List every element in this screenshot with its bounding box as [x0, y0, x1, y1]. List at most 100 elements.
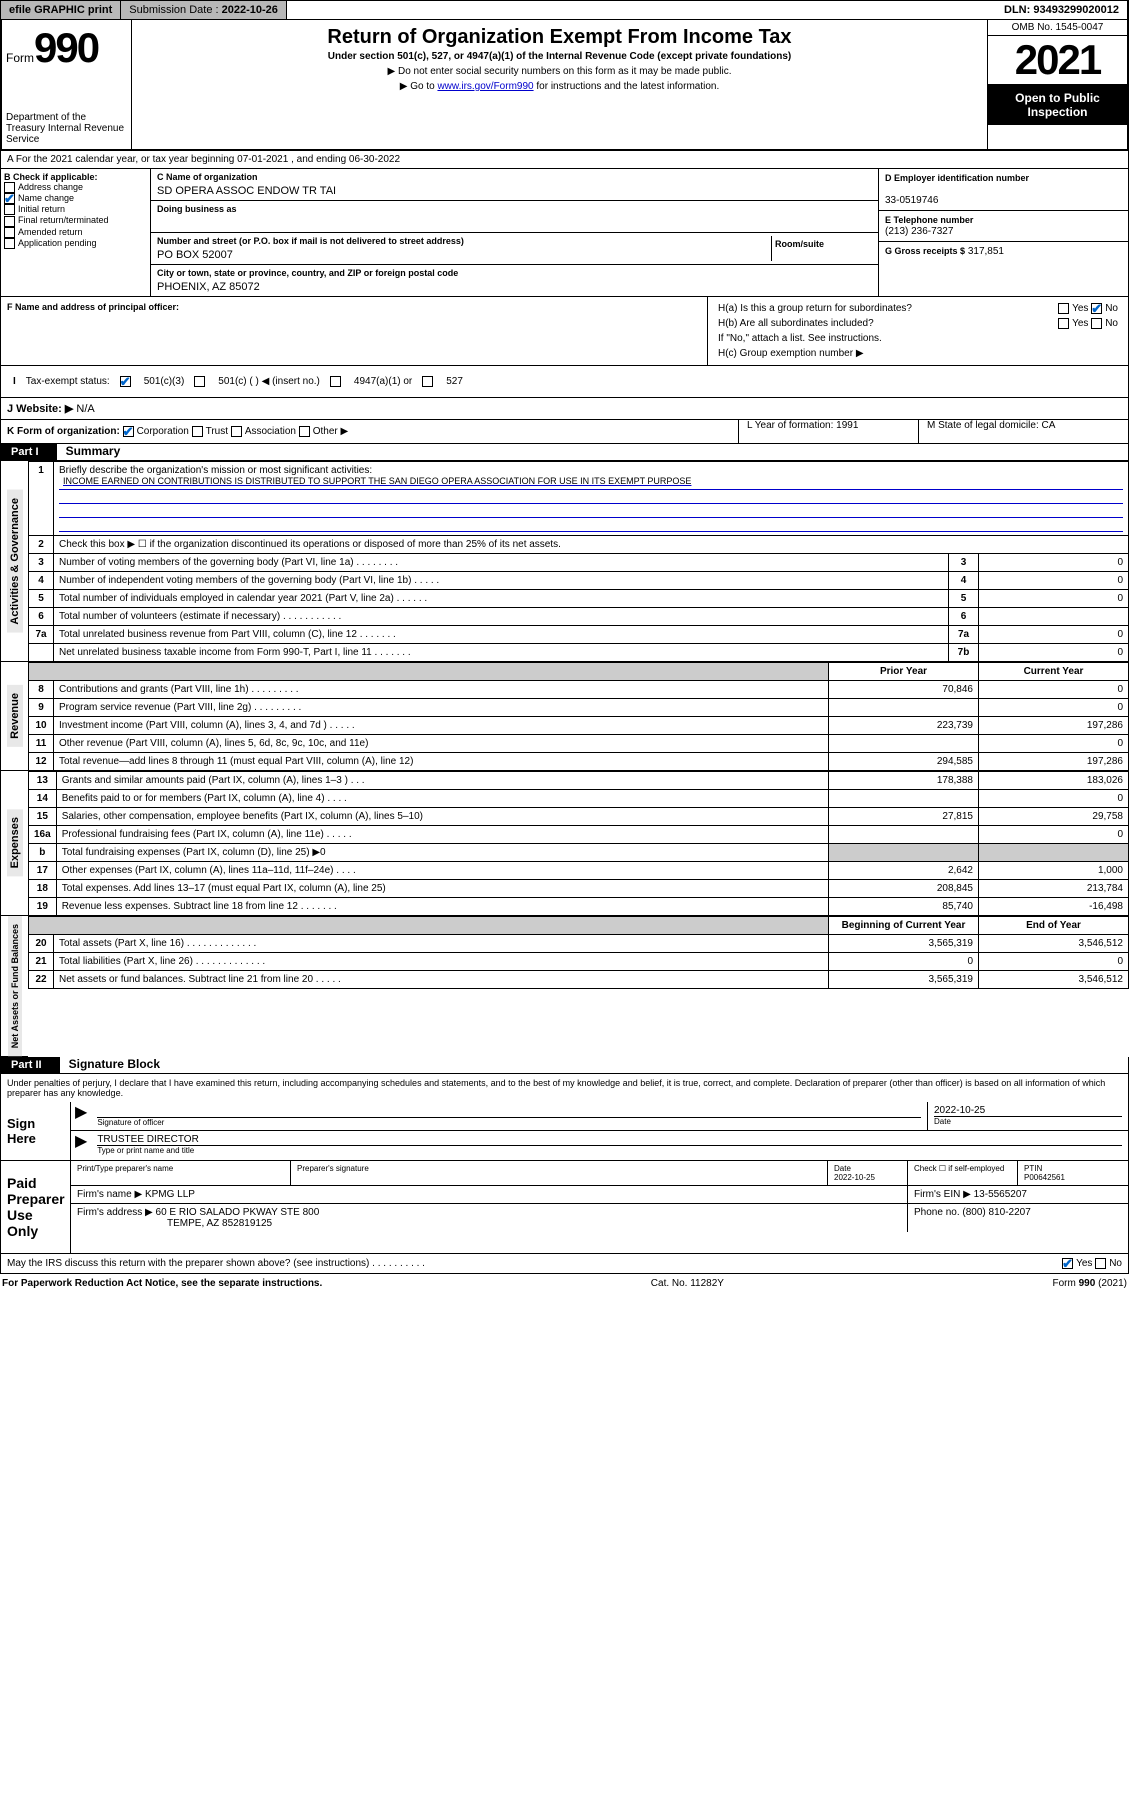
chk-hb-yes[interactable] — [1058, 318, 1069, 329]
pt-name-label: Print/Type preparer's name — [71, 1161, 291, 1185]
signature-block: Under penalties of perjury, I declare th… — [0, 1074, 1129, 1274]
pt-date: 2022-10-25 — [834, 1173, 875, 1182]
chk-hb-no[interactable] — [1091, 318, 1102, 329]
chk-527[interactable] — [422, 376, 433, 387]
efile-button[interactable]: efile GRAPHIC print — [1, 1, 121, 19]
row-f-h: F Name and address of principal officer:… — [0, 297, 1129, 366]
col-c: C Name of organizationSD OPERA ASSOC END… — [151, 169, 878, 296]
table-expenses: 13Grants and similar amounts paid (Part … — [28, 771, 1129, 916]
website: N/A — [76, 403, 94, 415]
firm-addr2: TEMPE, AZ 852819125 — [167, 1218, 272, 1229]
col-b: B Check if applicable: Address change Na… — [1, 169, 151, 296]
officer-title: TRUSTEE DIRECTOR — [97, 1134, 199, 1145]
dba-label: Doing business as — [157, 204, 237, 214]
phone-label: E Telephone number — [885, 215, 973, 225]
submission-date: 2022-10-26 — [222, 4, 278, 16]
chk-other[interactable] — [299, 426, 310, 437]
line-a: A For the 2021 calendar year, or tax yea… — [0, 151, 1129, 169]
irs-link[interactable]: www.irs.gov/Form990 — [437, 81, 533, 92]
chk-irs-yes[interactable] — [1062, 1258, 1073, 1269]
row-j: J Website: ▶ N/A — [0, 398, 1129, 420]
sign-here: Sign Here — [1, 1102, 71, 1160]
state-domicile: M State of legal domicile: CA — [918, 420, 1128, 443]
firm-name-label: Firm's name ▶ — [77, 1189, 142, 1200]
vlabel-rev: Revenue — [0, 662, 28, 771]
part2-title: Signature Block — [69, 1057, 160, 1071]
chk-ha-no[interactable] — [1091, 303, 1102, 314]
submission-date-label: Submission Date : 2022-10-26 — [121, 1, 287, 19]
h-c: H(c) Group exemption number ▶ — [714, 346, 1122, 361]
part2-hdr: Part II — [1, 1057, 60, 1073]
org-name: SD OPERA ASSOC ENDOW TR TAI — [157, 185, 872, 197]
row-i: I Tax-exempt status: 501(c)(3) 501(c) ( … — [0, 366, 1129, 398]
date-label: Date — [934, 1116, 1122, 1126]
footer-left: For Paperwork Reduction Act Notice, see … — [2, 1278, 322, 1289]
subtitle-3: ▶ Go to www.irs.gov/Form990 for instruct… — [138, 81, 981, 92]
paid-preparer: Paid Preparer Use Only — [1, 1161, 71, 1253]
h-b-note: If "No," attach a list. See instructions… — [714, 331, 1122, 346]
open-public: Open to Public Inspection — [988, 85, 1127, 125]
tax-year: 2021 — [988, 36, 1127, 85]
chk-amended[interactable] — [4, 227, 15, 238]
tax-exempt-label: Tax-exempt status: — [26, 376, 110, 387]
declaration: Under penalties of perjury, I declare th… — [1, 1074, 1128, 1102]
hdr-curr: Current Year — [979, 663, 1129, 681]
firm-name: KPMG LLP — [145, 1189, 195, 1200]
col-right: D Employer identification number 33-05197… — [878, 169, 1128, 296]
phone: (213) 236-7327 — [885, 226, 953, 237]
chk-ha-yes[interactable] — [1058, 303, 1069, 314]
city: PHOENIX, AZ 85072 — [157, 281, 872, 293]
table-governance: 1Briefly describe the organization's mis… — [28, 461, 1129, 662]
gross-label: G Gross receipts $ — [885, 246, 965, 256]
ein: 33-0519746 — [885, 195, 938, 206]
chk-501c3[interactable] — [120, 376, 131, 387]
chk-trust[interactable] — [192, 426, 203, 437]
chk-assoc[interactable] — [231, 426, 242, 437]
firm-addr-label: Firm's address ▶ — [77, 1207, 153, 1218]
chk-501c[interactable] — [194, 376, 205, 387]
mission: INCOME EARNED ON CONTRIBUTIONS IS DISTRI… — [59, 476, 1123, 490]
hdr-prior: Prior Year — [829, 663, 979, 681]
year-formation: L Year of formation: 1991 — [738, 420, 918, 443]
chk-corp[interactable] — [123, 426, 134, 437]
firm-ein: 13-5565207 — [974, 1189, 1027, 1200]
section-bcdeg: B Check if applicable: Address change Na… — [0, 169, 1129, 297]
pt-sig-label: Preparer's signature — [291, 1161, 828, 1185]
sig-officer-label: Signature of officer — [97, 1117, 921, 1127]
ptin-label: PTIN — [1024, 1164, 1042, 1173]
dln: DLN: 93493299020012 — [996, 1, 1128, 19]
hdr-end: End of Year — [979, 917, 1129, 935]
chk-name[interactable] — [4, 193, 15, 204]
arrow-icon: ▶ — [71, 1102, 91, 1130]
omb-number: OMB No. 1545-0047 — [988, 20, 1127, 36]
ein-label: D Employer identification number — [885, 173, 1029, 183]
subtitle-1: Under section 501(c), 527, or 4947(a)(1)… — [138, 51, 981, 62]
h-b: H(b) Are all subordinates included? — [718, 318, 874, 329]
q1: Briefly describe the organization's miss… — [59, 465, 372, 476]
city-label: City or town, state or province, country… — [157, 268, 458, 278]
i-label: I — [13, 376, 16, 387]
firm-ein-label: Firm's EIN ▶ — [914, 1189, 971, 1200]
part1-hdr: Part I — [1, 444, 57, 460]
chk-pending[interactable] — [4, 238, 15, 249]
chk-4947[interactable] — [330, 376, 341, 387]
footer-mid: Cat. No. 11282Y — [651, 1278, 724, 1289]
chk-final[interactable] — [4, 216, 15, 227]
h-a: H(a) Is this a group return for subordin… — [718, 303, 912, 314]
firm-addr1: 60 E RIO SALADO PKWAY STE 800 — [156, 1207, 320, 1218]
q2: Check this box ▶ ☐ if the organization d… — [54, 536, 1129, 554]
footer: For Paperwork Reduction Act Notice, see … — [0, 1274, 1129, 1293]
form-header: Form990 Department of the Treasury Inter… — [0, 20, 1129, 151]
room-label: Room/suite — [775, 239, 824, 249]
vlabel-net: Net Assets or Fund Balances — [0, 916, 28, 1057]
chk-irs-no[interactable] — [1095, 1258, 1106, 1269]
ptin: P00642561 — [1024, 1173, 1065, 1182]
chk-initial[interactable] — [4, 204, 15, 215]
addr-label: Number and street (or P.O. box if mail i… — [157, 236, 464, 246]
sig-date: 2022-10-25 — [934, 1105, 985, 1116]
top-bar: efile GRAPHIC print Submission Date : 20… — [0, 0, 1129, 20]
table-revenue: Prior YearCurrent Year 8Contributions an… — [28, 662, 1129, 771]
subtitle-2: ▶ Do not enter social security numbers o… — [138, 66, 981, 77]
hdr-beg: Beginning of Current Year — [829, 917, 979, 935]
vlabel-gov: Activities & Governance — [0, 461, 28, 662]
